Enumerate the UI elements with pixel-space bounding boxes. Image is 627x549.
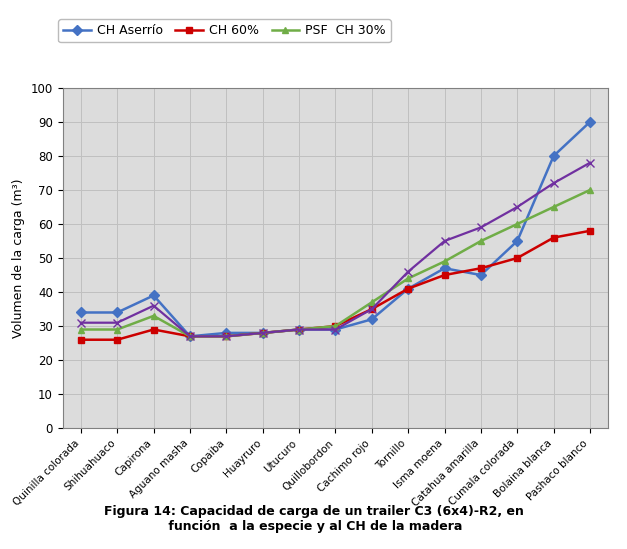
PSF  CH 30% [514, 221, 521, 227]
CH Aserrío [77, 309, 85, 316]
CH Aserrío [586, 119, 594, 125]
CH 60% [295, 326, 303, 333]
CH 60% [404, 285, 412, 292]
PSF  CH 30% [586, 187, 594, 193]
CH Aserrío [295, 326, 303, 333]
PSF  CH 30% [295, 326, 303, 333]
CH 60% [223, 333, 230, 340]
Legend: CH Aserrío, CH 60%, PSF  CH 30%: CH Aserrío, CH 60%, PSF CH 30% [58, 19, 391, 42]
CH 60% [586, 227, 594, 234]
CH Aserrío [404, 285, 412, 292]
CH 60% [477, 265, 485, 272]
PSF  CH 30% [477, 238, 485, 244]
CH Aserrío [223, 329, 230, 336]
PSF  CH 30% [223, 333, 230, 340]
PSF  CH 30% [150, 312, 157, 319]
CH Aserrío [186, 333, 194, 340]
PSF  CH 30% [441, 258, 448, 265]
CH 60% [150, 326, 157, 333]
PSF  CH 30% [77, 326, 85, 333]
CH Aserrío [368, 316, 376, 323]
CH 60% [441, 272, 448, 278]
CH Aserrío [514, 238, 521, 244]
CH 60% [514, 255, 521, 261]
Line: PSF  CH 30%: PSF CH 30% [77, 187, 594, 340]
PSF  CH 30% [368, 299, 376, 306]
PSF  CH 30% [186, 333, 194, 340]
CH Aserrío [550, 153, 557, 159]
CH 60% [550, 234, 557, 241]
CH Aserrío [441, 265, 448, 272]
PSF  CH 30% [259, 329, 266, 336]
CH Aserrío [259, 329, 266, 336]
CH Aserrío [113, 309, 121, 316]
CH 60% [113, 337, 121, 343]
PSF  CH 30% [113, 326, 121, 333]
CH Aserrío [150, 292, 157, 299]
CH 60% [77, 337, 85, 343]
PSF  CH 30% [550, 204, 557, 210]
PSF  CH 30% [332, 323, 339, 329]
Y-axis label: Volumen de la carga (m³): Volumen de la carga (m³) [12, 178, 25, 338]
CH 60% [259, 329, 266, 336]
PSF  CH 30% [404, 275, 412, 282]
CH 60% [332, 323, 339, 329]
Line: CH Aserrío: CH Aserrío [77, 119, 594, 340]
CH 60% [186, 333, 194, 340]
CH 60% [368, 306, 376, 312]
CH Aserrío [477, 272, 485, 278]
Line: CH 60%: CH 60% [77, 227, 594, 343]
CH Aserrío [332, 326, 339, 333]
Text: Figura 14: Capacidad de carga de un trailer C3 (6x4)-R2, en
 función  a la espec: Figura 14: Capacidad de carga de un trai… [103, 505, 524, 533]
